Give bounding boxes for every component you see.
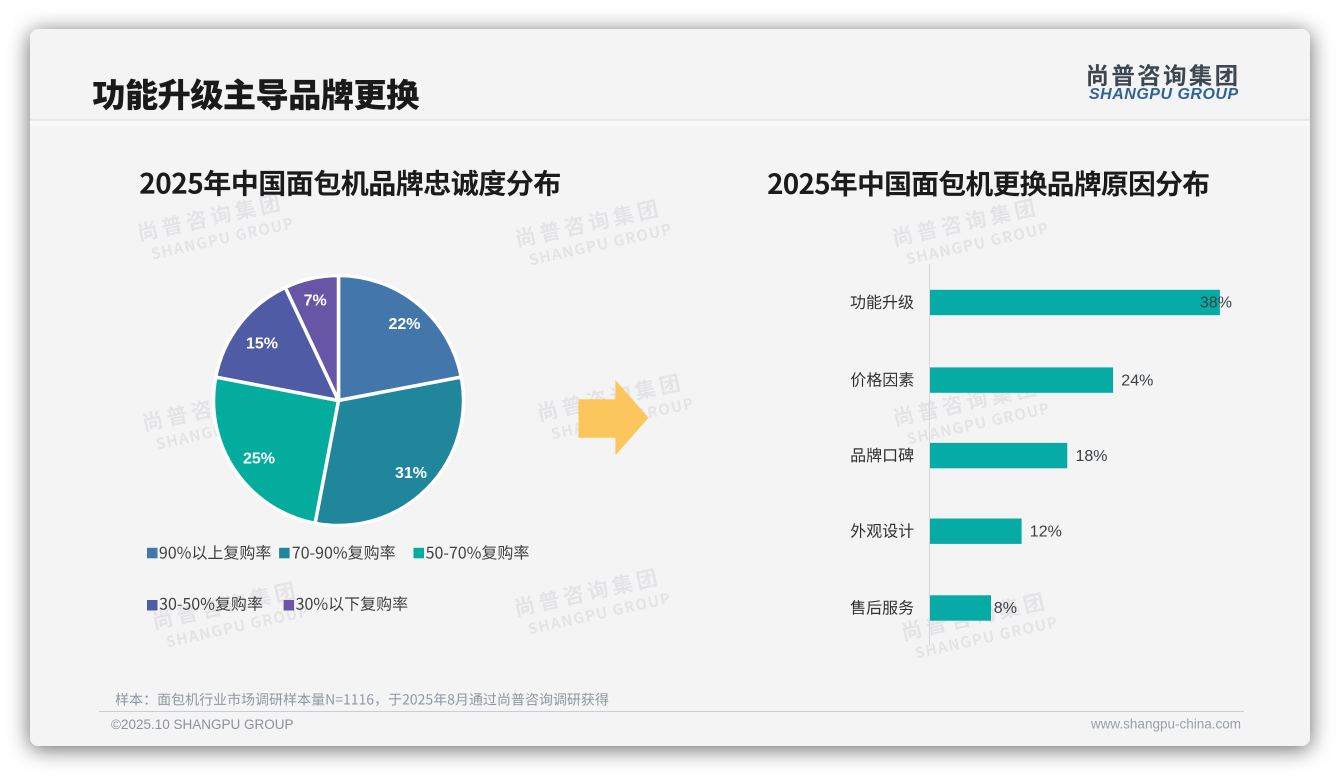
svg-text:SHANGPU GROUP: SHANGPU GROUP bbox=[1089, 86, 1239, 103]
svg-text:38%: 38% bbox=[1200, 295, 1232, 312]
svg-text:8%: 8% bbox=[994, 600, 1017, 617]
svg-text:31%: 31% bbox=[395, 465, 427, 482]
svg-text:22%: 22% bbox=[388, 316, 420, 333]
svg-text:12%: 12% bbox=[1030, 523, 1062, 540]
svg-text:15%: 15% bbox=[246, 336, 278, 353]
svg-text:www.shangpu-china.com: www.shangpu-china.com bbox=[1090, 717, 1241, 732]
svg-text:24%: 24% bbox=[1121, 372, 1153, 389]
svg-text:©2025.10 SHANGPU GROUP: ©2025.10 SHANGPU GROUP bbox=[111, 717, 294, 732]
svg-text:25%: 25% bbox=[243, 451, 275, 468]
svg-text:7%: 7% bbox=[304, 293, 327, 310]
svg-text:18%: 18% bbox=[1076, 448, 1108, 465]
